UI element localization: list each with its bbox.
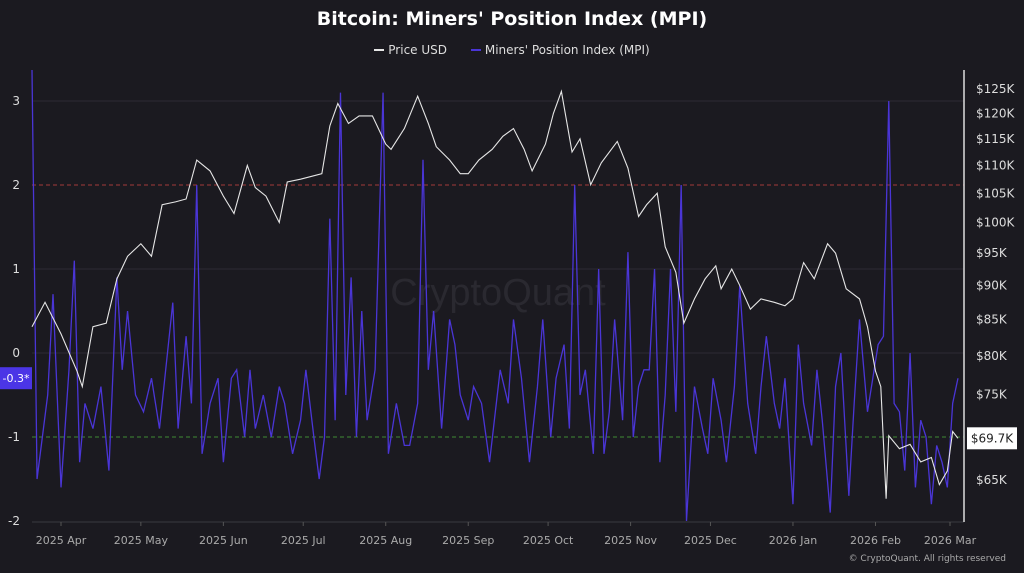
- right-axis-tick-label: $100K: [976, 215, 1016, 229]
- right-axis-tick-label: $95K: [976, 246, 1008, 260]
- x-axis-tick-label: 2025 Nov: [604, 534, 657, 547]
- right-axis-tick-label: $110K: [976, 158, 1016, 172]
- left-axis-tick-label: 2: [12, 178, 20, 192]
- x-axis-tick-label: 2025 May: [114, 534, 169, 547]
- x-axis-tick-label: 2026 Mar: [924, 534, 977, 547]
- right-axis-tick-label: $80K: [976, 349, 1008, 363]
- legend-swatch-price: [374, 49, 385, 51]
- x-axis-tick-label: 2025 Sep: [442, 534, 494, 547]
- legend: Price USD Miners' Position Index (MPI): [0, 40, 1024, 57]
- right-axis-tick-label: $85K: [976, 313, 1008, 327]
- right-axis-tick-label: $65K: [976, 473, 1008, 487]
- legend-swatch-mpi: [470, 49, 481, 51]
- watermark: CryptoQuant: [390, 272, 606, 314]
- legend-item-price[interactable]: Price USD: [374, 43, 447, 57]
- x-axis-tick-label: 2025 Apr: [36, 534, 87, 547]
- mpi-current-label: -0.3*: [3, 372, 30, 385]
- x-axis-tick-label: 2025 Oct: [523, 534, 574, 547]
- mpi-current-label-box: [0, 367, 32, 390]
- left-axis-tick-label: -2: [8, 514, 20, 528]
- x-axis-tick-label: 2025 Dec: [684, 534, 737, 547]
- left-axis-tick-label: -1: [8, 430, 20, 444]
- price-series-line: [31, 89, 959, 499]
- right-axis-tick-label: $120K: [976, 106, 1016, 120]
- right-axis-tick-label: $75K: [976, 387, 1008, 401]
- chart-title: Bitcoin: Miners' Position Index (MPI): [316, 8, 708, 30]
- price-current-label: $69.7K: [971, 431, 1014, 445]
- price-current-label-box: [967, 427, 1017, 450]
- legend-label-mpi: Miners' Position Index (MPI): [484, 43, 650, 57]
- right-axis-tick-label: $125K: [976, 82, 1016, 96]
- mpi-series-line: [31, 69, 959, 522]
- x-axis-tick-label: 2025 Jun: [199, 534, 248, 547]
- right-axis-tick-label: $105K: [976, 186, 1016, 200]
- left-axis-tick-label: 1: [12, 262, 20, 276]
- x-axis-tick-label: 2025 Aug: [359, 534, 412, 547]
- legend-item-mpi[interactable]: Miners' Position Index (MPI): [470, 43, 650, 57]
- right-axis-tick-label: $115K: [976, 132, 1016, 146]
- x-axis-tick-label: 2025 Jul: [281, 534, 326, 547]
- x-axis-tick-label: 2026 Jan: [769, 534, 817, 547]
- copyright-footer: © CryptoQuant. All rights reserved: [848, 554, 1006, 564]
- left-axis-tick-label: 0: [12, 346, 20, 360]
- legend-label-price: Price USD: [388, 43, 448, 57]
- x-axis-tick-label: 2026 Feb: [850, 534, 901, 547]
- left-axis-tick-label: 3: [12, 94, 20, 108]
- right-axis-tick-label: $90K: [976, 278, 1008, 292]
